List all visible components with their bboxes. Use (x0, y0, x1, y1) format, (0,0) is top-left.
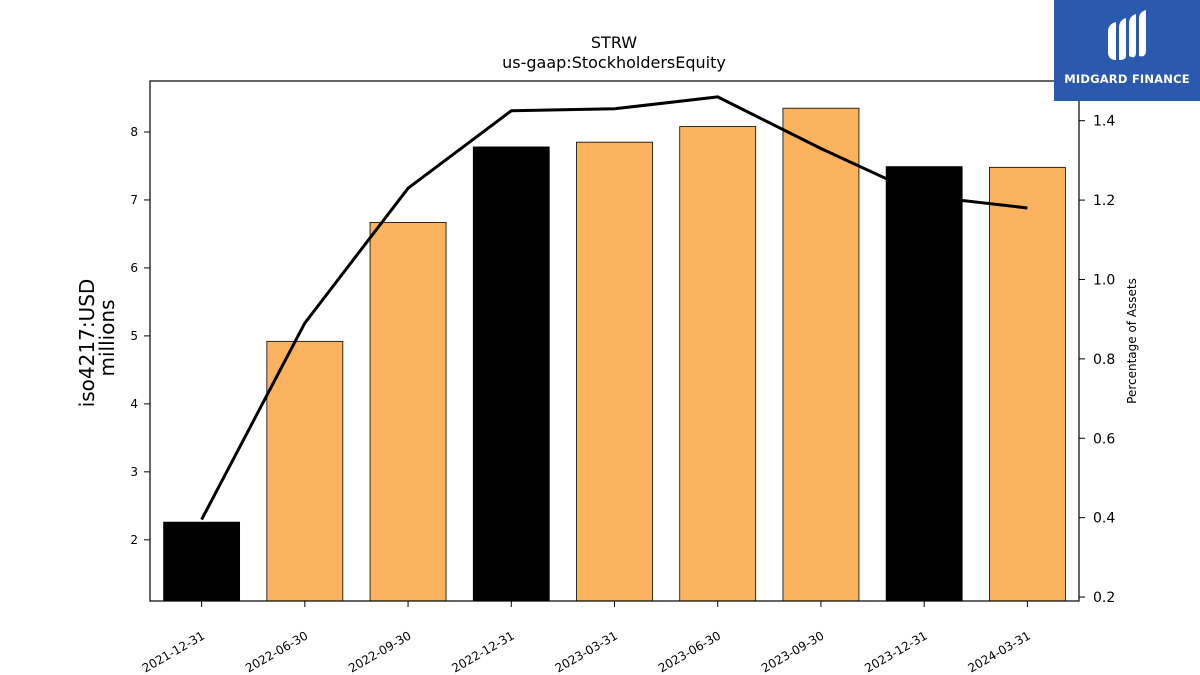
y-tick-label: 6 (130, 261, 138, 275)
chart-subtitle: us-gaap:StockholdersEquity (502, 53, 726, 72)
x-tick-label: 2023-12-31 (862, 628, 929, 675)
y-axis-label: iso4217:USD (75, 279, 99, 408)
y-axis-unit: millions (95, 299, 119, 376)
y-tick-label: 5 (130, 329, 138, 343)
x-tick-label: 2023-06-30 (656, 628, 723, 675)
y2-tick-label: 1.4 (1093, 114, 1115, 130)
x-tick-label: 2023-09-30 (759, 628, 826, 675)
y2-axis-label: Percentage of Assets (1125, 278, 1139, 404)
y-axis-left: 2 3 4 5 6 7 8 (130, 125, 150, 547)
y-axis-right: 0.2 0.4 0.6 0.8 1.0 1.2 1.4 (1079, 114, 1115, 606)
bar (782, 107, 860, 602)
bar (163, 521, 241, 602)
x-tick-label: 2022-12-31 (449, 628, 516, 675)
x-tick-label: 2022-06-30 (243, 628, 310, 675)
y2-tick-label: 0.8 (1093, 352, 1115, 368)
y-tick-label: 2 (130, 533, 138, 547)
x-tick-label: 2024-03-31 (966, 628, 1033, 675)
y-tick-label: 3 (130, 465, 138, 479)
chart-title: STRW (591, 33, 637, 52)
x-tick-label: 2021-12-31 (140, 628, 207, 675)
y2-tick-label: 0.6 (1093, 431, 1115, 447)
bar (988, 166, 1066, 602)
bar (369, 221, 447, 602)
y-tick-label: 4 (130, 397, 138, 411)
y2-tick-label: 0.2 (1093, 590, 1115, 606)
bar (885, 166, 963, 602)
logo: MIDGARD FINANCE (1054, 0, 1200, 101)
midgard-logo-icon (1108, 10, 1146, 60)
y2-tick-label: 1.0 (1093, 272, 1115, 288)
line-layer (200, 95, 1028, 521)
y2-tick-label: 0.4 (1093, 511, 1115, 527)
bar (576, 141, 653, 602)
bar (679, 126, 757, 602)
y-tick-label: 7 (130, 193, 138, 207)
bar (472, 146, 550, 602)
bars-layer (163, 107, 1066, 602)
x-axis: 2021-12-31 2022-06-30 2022-09-30 2022-12-31… (140, 601, 1033, 675)
logo-text: MIDGARD FINANCE (1064, 72, 1190, 86)
y-tick-label: 8 (130, 125, 138, 139)
bar (266, 340, 344, 602)
x-tick-label: 2022-09-30 (346, 628, 413, 675)
series-line (200, 95, 1028, 521)
y2-tick-label: 1.2 (1093, 193, 1115, 209)
x-tick-label: 2023-03-31 (553, 628, 620, 675)
